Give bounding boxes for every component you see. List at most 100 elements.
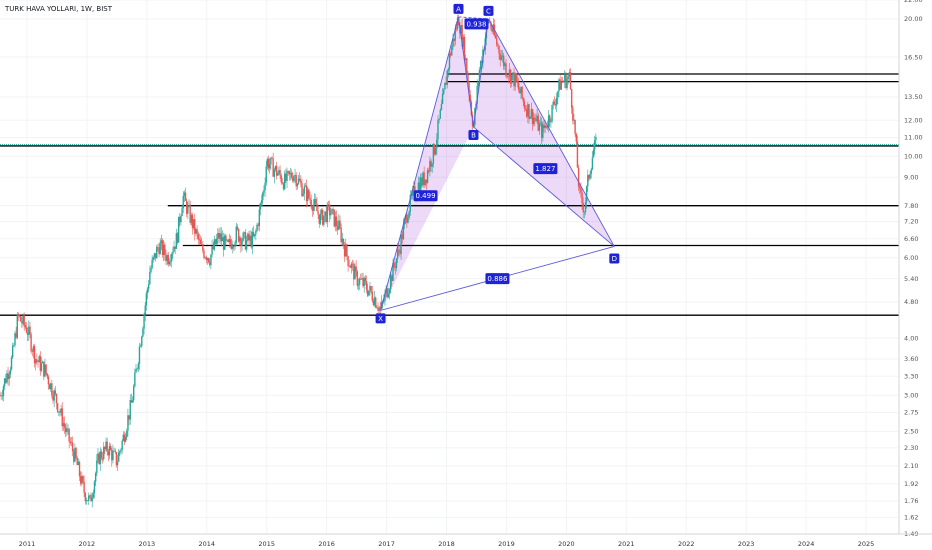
candle-body — [504, 63, 506, 67]
candle-body — [209, 262, 211, 266]
candle-body — [50, 383, 52, 390]
candle-body — [172, 251, 174, 255]
candle-body — [506, 75, 508, 77]
candle-body — [573, 119, 575, 121]
candle-body — [89, 495, 91, 496]
candle-body — [523, 101, 526, 109]
candle-body — [392, 262, 394, 282]
y-tick-label: 22.00 — [904, 0, 923, 4]
candle-body — [242, 232, 244, 241]
candle-body — [256, 224, 258, 231]
candle-body — [363, 277, 365, 287]
candle-body — [220, 233, 222, 242]
candle-body — [462, 37, 465, 47]
candle-body — [257, 224, 259, 227]
candle-body — [47, 376, 50, 385]
point-c-badge — [483, 5, 494, 16]
candle-body — [212, 246, 214, 250]
candle-body — [386, 288, 388, 298]
candle-body — [1, 395, 4, 397]
candle-body — [530, 109, 533, 117]
candle-body — [580, 188, 582, 193]
candle-body — [55, 393, 58, 404]
candle-body — [58, 411, 60, 413]
candle-body — [537, 115, 539, 131]
candle-body — [137, 363, 140, 369]
candle-body — [222, 237, 225, 250]
candle-body — [426, 170, 429, 183]
candle-body — [428, 170, 430, 172]
candle-body — [109, 445, 112, 451]
candle-body — [388, 289, 391, 295]
candle-body — [129, 400, 131, 420]
candle-body — [449, 53, 452, 56]
candle-body — [164, 244, 166, 255]
candle-body — [91, 497, 93, 502]
candle-body — [13, 345, 15, 346]
candle-body — [24, 324, 27, 328]
candle-body — [433, 144, 436, 155]
candle-body — [430, 160, 432, 167]
candle-body — [390, 275, 392, 290]
candle-body — [369, 286, 371, 291]
candle-body — [97, 453, 99, 461]
candle-body — [319, 213, 322, 224]
harmonic-pattern-lines[interactable]: X A B C D 0.938 0.499 1.827 0.886 — [375, 3, 620, 324]
candle-body — [92, 493, 95, 498]
candle-body — [469, 95, 471, 102]
y-tick-label: 16.50 — [904, 53, 923, 61]
candle-body — [73, 451, 75, 462]
candle-body — [186, 200, 188, 214]
candle-body — [265, 166, 267, 183]
candle-body — [146, 288, 149, 294]
x-tick-label: 2023 — [738, 540, 755, 548]
candle-body — [494, 34, 497, 39]
candle-body — [215, 238, 218, 244]
candle-body — [43, 361, 45, 377]
candle-body — [198, 239, 201, 241]
candle-body — [307, 189, 309, 202]
candle-body — [380, 301, 383, 309]
candle-body — [353, 264, 355, 280]
candle-body — [196, 229, 198, 234]
candle-body — [339, 220, 341, 228]
y-axis[interactable]: 22.00 20.00 16.50 13.50 12.00 11.00 10.00 9.00 7… — [898, 0, 932, 550]
candle-body — [71, 442, 74, 452]
candle-body — [151, 259, 153, 269]
candle-body — [555, 97, 558, 106]
candle-body — [547, 115, 550, 127]
candle-body — [394, 266, 397, 268]
candle-body — [583, 212, 586, 213]
candle-body — [123, 434, 126, 442]
x-axis[interactable]: 2011 2012 2013 2014 2015 2016 2017 2018 2019 2020… — [0, 533, 932, 548]
candle-body — [183, 192, 186, 196]
candle-body — [279, 170, 281, 176]
candle-body — [541, 122, 543, 138]
candle-body — [2, 386, 5, 396]
candle-body — [189, 205, 191, 223]
candle-body — [432, 144, 435, 164]
candle-body — [407, 218, 409, 223]
candle-body — [39, 356, 42, 371]
candle-body — [361, 278, 363, 280]
candle-body — [371, 291, 373, 301]
candle-body — [572, 107, 574, 121]
candle-body — [94, 473, 97, 482]
candle-body — [51, 383, 53, 396]
candle-body — [66, 428, 68, 433]
candle-body — [582, 203, 584, 213]
candle-body — [177, 216, 180, 243]
candle-body — [166, 255, 168, 262]
y-tick-label: 5.40 — [904, 275, 918, 283]
candle-body — [560, 81, 562, 90]
candle-body — [438, 118, 440, 121]
y-tick-label: 2.75 — [904, 409, 918, 417]
candle-body — [240, 237, 242, 247]
candle-body — [330, 214, 332, 216]
candle-body — [126, 430, 128, 437]
x-tick-label: 2021 — [618, 540, 635, 548]
candle-body — [250, 235, 252, 248]
candle-body — [103, 446, 105, 460]
candle-body — [545, 125, 548, 128]
